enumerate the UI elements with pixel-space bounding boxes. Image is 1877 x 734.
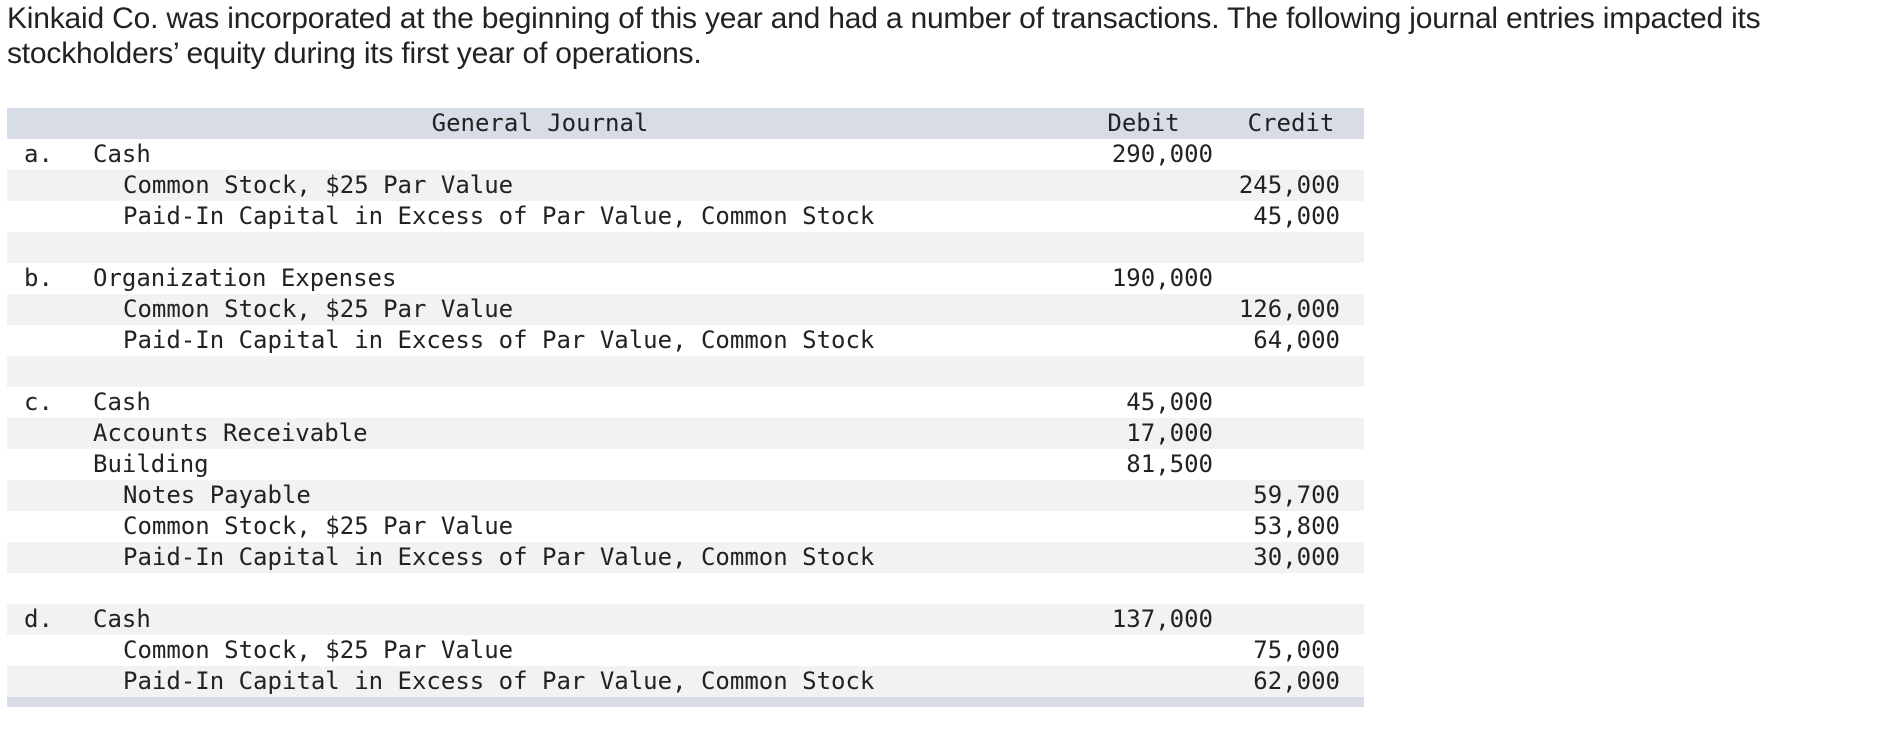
debit-amount bbox=[1073, 573, 1218, 604]
journal-entry-row: Paid-In Capital in Excess of Par Value, … bbox=[7, 542, 1364, 573]
entry-letter bbox=[7, 325, 93, 356]
entry-letter bbox=[7, 573, 93, 604]
entry-letter bbox=[7, 542, 93, 573]
debit-amount: 45,000 bbox=[1126, 388, 1213, 416]
credit-amount bbox=[1218, 356, 1364, 387]
credit-amount: 30,000 bbox=[1253, 543, 1340, 571]
problem-intro-text: Kinkaid Co. was incorporated at the begi… bbox=[7, 2, 1761, 70]
account-name: Accounts Receivable bbox=[93, 419, 368, 447]
debit-amount bbox=[1073, 325, 1218, 356]
entry-letter: a. bbox=[24, 140, 53, 168]
journal-entry-row: a. Cash 290,000 bbox=[7, 139, 1364, 170]
entry-letter bbox=[7, 356, 93, 387]
debit-amount bbox=[1073, 511, 1218, 542]
journal-entry-row: Common Stock, $25 Par Value 126,000 bbox=[7, 294, 1364, 325]
journal-title: General Journal bbox=[431, 109, 649, 137]
journal-body: a. Cash 290,000 Common Stock, $25 Par Value… bbox=[7, 139, 1364, 697]
debit-amount bbox=[1073, 201, 1218, 232]
entry-letter bbox=[7, 294, 93, 325]
journal-entry-row: d. Cash 137,000 bbox=[7, 604, 1364, 635]
debit-amount bbox=[1073, 170, 1218, 201]
journal-entry-row: Common Stock, $25 Par Value 53,800 bbox=[7, 511, 1364, 542]
account-name: Paid-In Capital in Excess of Par Value, … bbox=[123, 202, 875, 230]
journal-entry-row: c. Cash 45,000 bbox=[7, 387, 1364, 418]
debit-amount bbox=[1073, 232, 1218, 263]
entry-letter bbox=[7, 666, 93, 697]
account-name bbox=[93, 356, 1073, 387]
credit-amount bbox=[1218, 604, 1364, 635]
general-journal-table: General Journal Debit Credit a. Cash 290,0… bbox=[7, 108, 1364, 707]
account-name: Paid-In Capital in Excess of Par Value, … bbox=[123, 326, 875, 354]
debit-amount bbox=[1073, 635, 1218, 666]
journal-header-row: General Journal Debit Credit bbox=[7, 108, 1364, 139]
credit-amount bbox=[1218, 449, 1364, 480]
entry-letter: b. bbox=[24, 264, 53, 292]
journal-entry-row: Notes Payable 59,700 bbox=[7, 480, 1364, 511]
entry-letter: c. bbox=[24, 388, 53, 416]
entry-letter: d. bbox=[24, 605, 53, 633]
account-name: Common Stock, $25 Par Value bbox=[123, 171, 514, 199]
credit-amount: 62,000 bbox=[1253, 667, 1340, 695]
debit-amount: 17,000 bbox=[1126, 419, 1213, 447]
debit-amount: 290,000 bbox=[1111, 140, 1213, 168]
credit-amount: 59,700 bbox=[1253, 481, 1340, 509]
debit-amount: 190,000 bbox=[1111, 264, 1213, 292]
journal-entry-row: Common Stock, $25 Par Value 75,000 bbox=[7, 635, 1364, 666]
debit-amount: 81,500 bbox=[1126, 450, 1213, 478]
journal-spacer-row bbox=[7, 573, 1364, 604]
debit-amount bbox=[1073, 542, 1218, 573]
journal-entry-row: b. Organization Expenses 190,000 bbox=[7, 263, 1364, 294]
account-name: Cash bbox=[93, 388, 151, 416]
journal-entry-row: Common Stock, $25 Par Value 245,000 bbox=[7, 170, 1364, 201]
journal-spacer-row bbox=[7, 232, 1364, 263]
journal-entry-row: Accounts Receivable 17,000 bbox=[7, 418, 1364, 449]
entry-letter bbox=[7, 635, 93, 666]
account-name: Notes Payable bbox=[123, 481, 311, 509]
debit-amount: 137,000 bbox=[1111, 605, 1213, 633]
credit-amount bbox=[1218, 418, 1364, 449]
journal-entry-row: Paid-In Capital in Excess of Par Value, … bbox=[7, 201, 1364, 232]
entry-letter bbox=[7, 449, 93, 480]
debit-amount bbox=[1073, 480, 1218, 511]
journal-entry-row: Paid-In Capital in Excess of Par Value, … bbox=[7, 666, 1364, 697]
account-name: Paid-In Capital in Excess of Par Value, … bbox=[123, 543, 875, 571]
account-name: Paid-In Capital in Excess of Par Value, … bbox=[123, 667, 875, 695]
account-name: Common Stock, $25 Par Value bbox=[123, 512, 514, 540]
journal-footer-bar bbox=[7, 697, 1364, 707]
account-name bbox=[93, 232, 1073, 263]
debit-amount bbox=[1073, 666, 1218, 697]
credit-amount: 126,000 bbox=[1238, 295, 1340, 323]
journal-entry-row: Building 81,500 bbox=[7, 449, 1364, 480]
credit-column-header: Credit bbox=[1247, 109, 1335, 137]
credit-amount: 64,000 bbox=[1253, 326, 1340, 354]
entry-letter bbox=[7, 511, 93, 542]
entry-letter bbox=[7, 480, 93, 511]
account-name: Building bbox=[93, 450, 209, 478]
credit-amount: 53,800 bbox=[1253, 512, 1340, 540]
credit-amount: 45,000 bbox=[1253, 202, 1340, 230]
account-name: Cash bbox=[93, 140, 151, 168]
entry-letter bbox=[7, 418, 93, 449]
entry-letter bbox=[7, 201, 93, 232]
debit-amount bbox=[1073, 294, 1218, 325]
credit-amount: 245,000 bbox=[1238, 171, 1340, 199]
credit-amount bbox=[1218, 573, 1364, 604]
footer-bar bbox=[7, 697, 1364, 707]
debit-column-header: Debit bbox=[1107, 109, 1180, 137]
entry-letter bbox=[7, 232, 93, 263]
credit-amount bbox=[1218, 139, 1364, 170]
credit-amount bbox=[1218, 232, 1364, 263]
debit-amount bbox=[1073, 356, 1218, 387]
account-name bbox=[93, 573, 1073, 604]
account-name: Organization Expenses bbox=[93, 264, 397, 292]
journal-entry-row: Paid-In Capital in Excess of Par Value, … bbox=[7, 325, 1364, 356]
account-name: Common Stock, $25 Par Value bbox=[123, 636, 514, 664]
journal-spacer-row bbox=[7, 356, 1364, 387]
credit-amount bbox=[1218, 263, 1364, 294]
credit-amount bbox=[1218, 387, 1364, 418]
credit-amount: 75,000 bbox=[1253, 636, 1340, 664]
account-name: Common Stock, $25 Par Value bbox=[123, 295, 514, 323]
account-name: Cash bbox=[93, 605, 151, 633]
entry-letter bbox=[7, 170, 93, 201]
